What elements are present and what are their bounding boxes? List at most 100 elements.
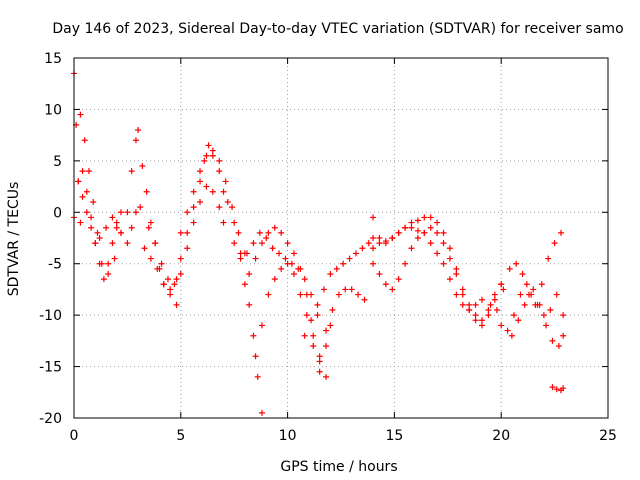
- data-point: [246, 271, 253, 277]
- data-point: [109, 240, 116, 247]
- x-tick-label: 25: [599, 428, 617, 444]
- data-point: [427, 240, 434, 247]
- y-tick-label: 0: [53, 205, 62, 221]
- data-point: [231, 219, 238, 226]
- data-point: [316, 353, 323, 360]
- data-point: [105, 271, 112, 277]
- data-point: [361, 296, 368, 303]
- data-point: [265, 291, 272, 298]
- data-point: [513, 260, 520, 267]
- data-point: [560, 312, 567, 319]
- data-point: [402, 224, 409, 231]
- data-point: [135, 127, 142, 133]
- y-tick-label: 5: [53, 154, 62, 170]
- data-point: [177, 271, 184, 277]
- data-point: [205, 142, 212, 149]
- data-point: [478, 322, 485, 329]
- series-track-13: [301, 235, 377, 339]
- data-point: [421, 214, 428, 221]
- data-point: [553, 291, 560, 298]
- data-point: [370, 245, 377, 252]
- data-point: [291, 250, 298, 257]
- data-point: [139, 163, 146, 169]
- data-point: [147, 255, 154, 262]
- data-point: [111, 255, 118, 262]
- data-point: [500, 286, 507, 293]
- x-tick-label: 0: [70, 428, 79, 444]
- data-point: [209, 188, 216, 195]
- data-point: [434, 219, 441, 226]
- data-point: [109, 214, 116, 221]
- data-point: [543, 322, 550, 329]
- data-point: [547, 307, 554, 313]
- data-point: [197, 178, 204, 185]
- data-point: [440, 229, 447, 236]
- y-tick-label: 15: [44, 51, 62, 67]
- data-point: [128, 168, 135, 175]
- data-point: [453, 291, 460, 298]
- data-point: [113, 224, 120, 231]
- data-point: [96, 235, 103, 241]
- data-point: [540, 312, 547, 319]
- data-point: [79, 168, 86, 175]
- data-point: [560, 385, 567, 392]
- data-point: [446, 245, 453, 252]
- chart-title: Day 146 of 2023, Sidereal Day-to-day VTE…: [52, 21, 623, 37]
- y-tick-label: 10: [44, 102, 62, 118]
- data-point: [216, 204, 223, 211]
- data-point: [160, 281, 167, 288]
- data-point: [265, 229, 272, 236]
- data-point: [485, 312, 492, 319]
- data-point: [340, 260, 347, 267]
- y-tick-label: -15: [39, 360, 62, 376]
- data-point: [515, 317, 522, 324]
- data-point: [376, 235, 383, 241]
- data-point: [316, 368, 323, 375]
- data-point: [237, 250, 244, 257]
- data-point: [158, 260, 165, 267]
- data-point: [88, 224, 95, 231]
- data-point: [487, 301, 494, 308]
- data-point: [75, 178, 82, 185]
- y-tick-label: -20: [39, 411, 62, 427]
- data-point: [252, 255, 259, 262]
- data-point: [124, 240, 131, 247]
- data-point: [534, 301, 541, 308]
- x-tick-label: 5: [176, 428, 185, 444]
- data-point: [282, 255, 289, 262]
- data-point: [382, 238, 389, 245]
- data-point: [117, 209, 124, 216]
- data-point: [301, 332, 308, 339]
- data-point: [88, 214, 95, 221]
- data-point: [173, 301, 180, 308]
- data-point: [352, 250, 359, 257]
- data-point: [485, 307, 492, 313]
- data-point: [77, 219, 84, 226]
- data-point: [434, 250, 441, 257]
- data-point: [308, 317, 315, 324]
- data-point: [519, 271, 526, 277]
- data-point: [241, 281, 248, 288]
- data-point: [297, 265, 304, 272]
- data-point: [83, 188, 90, 195]
- data-point: [203, 183, 210, 190]
- data-point: [167, 291, 174, 298]
- x-axis-label: GPS time / hours: [280, 459, 397, 475]
- x-tick-label: 15: [385, 428, 403, 444]
- data-point: [335, 291, 342, 298]
- data-point: [154, 265, 161, 272]
- data-point: [472, 317, 479, 324]
- data-point: [427, 224, 434, 231]
- data-point: [90, 199, 97, 205]
- data-point: [370, 260, 377, 267]
- data-point: [538, 281, 545, 288]
- series-track-4: [71, 70, 84, 226]
- data-point: [164, 276, 171, 283]
- series-track-9: [209, 152, 265, 416]
- data-point: [459, 286, 466, 293]
- data-point: [103, 224, 110, 231]
- data-point: [276, 250, 283, 257]
- data-point: [310, 343, 317, 349]
- data-point: [141, 245, 148, 252]
- data-point: [402, 260, 409, 267]
